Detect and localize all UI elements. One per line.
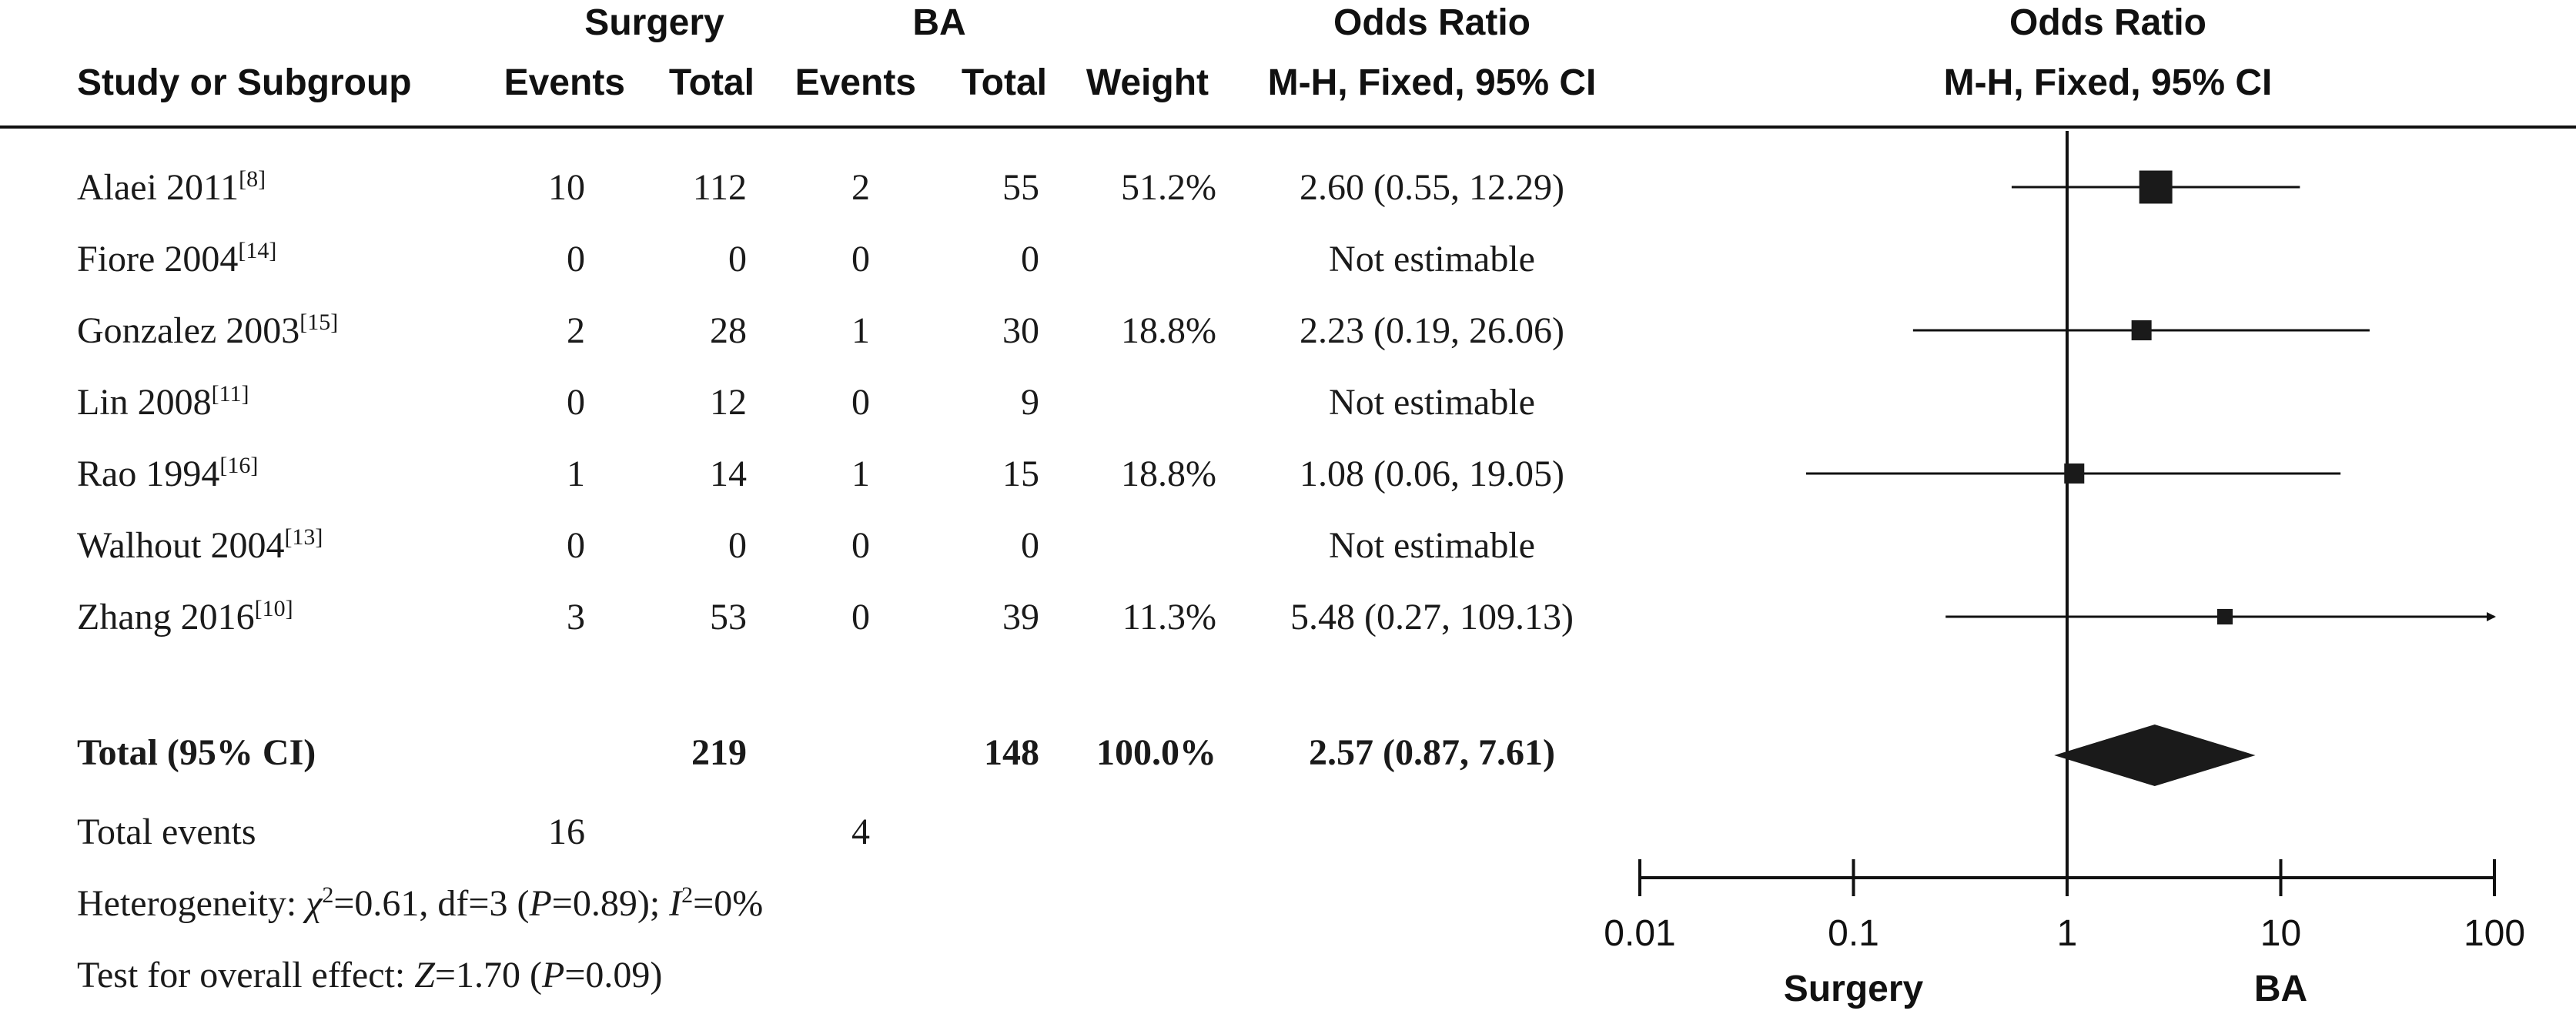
total2-cell: 39	[1002, 597, 1039, 638]
total2-cell: 15	[1002, 453, 1039, 494]
total2-sum: 148	[984, 732, 1039, 773]
study-column-header: Study or Subgroup	[77, 62, 412, 103]
ci-cell: Not estimable	[1329, 382, 1535, 423]
x-tick-label: 0.01	[1604, 913, 1675, 954]
study-name: Zhang 2016[10]	[77, 596, 293, 638]
favours-right-label: BA	[2254, 969, 2307, 1009]
header-rule	[0, 125, 2576, 129]
or-method-header: M-H, Fixed, 95% CI	[1267, 62, 1597, 103]
total-label: Total (95% CI)	[77, 732, 316, 773]
plot-method-header: M-H, Fixed, 95% CI	[1943, 62, 2273, 103]
events1-cell: 2	[567, 310, 585, 351]
total2-cell: 0	[1021, 525, 1039, 566]
events2-header: Events	[795, 62, 916, 103]
events2-cell: 0	[851, 525, 870, 566]
total1-sum: 219	[691, 732, 747, 773]
events1-cell: 3	[567, 597, 585, 638]
total1-header: Total	[668, 62, 754, 103]
events2-cell: 1	[851, 310, 870, 351]
heterogeneity-text: Heterogeneity: χ2=0.61, df=3 (P=0.89); I…	[77, 882, 764, 924]
total2-cell: 0	[1021, 239, 1039, 279]
x-tick-label: 10	[2260, 913, 2301, 954]
total-events1: 16	[548, 812, 585, 852]
plot-title: Odds Ratio	[2009, 2, 2206, 43]
total2-header: Total	[961, 62, 1047, 103]
total1-cell: 14	[710, 453, 747, 494]
total1-cell: 12	[710, 382, 747, 423]
x-tick-label: 0.1	[1828, 913, 1879, 954]
events1-cell: 0	[567, 382, 585, 423]
events1-cell: 0	[567, 525, 585, 566]
events2-cell: 2	[851, 167, 870, 208]
overall-effect-text: Test for overall effect: Z=1.70 (P=0.09)	[77, 955, 663, 996]
ci-cell: Not estimable	[1329, 239, 1535, 279]
weight-header: Weight	[1086, 62, 1209, 103]
events2-cell: 0	[851, 382, 870, 423]
events2-cell: 1	[851, 453, 870, 494]
study-name: Lin 2008[11]	[77, 381, 249, 423]
total1-cell: 28	[710, 310, 747, 351]
weight-cell: 18.8%	[1121, 310, 1216, 351]
study-name: Walhout 2004[13]	[77, 524, 323, 566]
events1-cell: 1	[567, 453, 585, 494]
events1-cell: 0	[567, 239, 585, 279]
events2-cell: 0	[851, 597, 870, 638]
total-events-label: Total events	[77, 812, 256, 852]
study-name: Gonzalez 2003[15]	[77, 310, 339, 351]
weight-square	[2216, 608, 2233, 625]
weight-square	[2064, 463, 2085, 484]
ci-cell: 5.48 (0.27, 109.13)	[1290, 597, 1574, 638]
pooled-diamond	[2054, 725, 2256, 786]
events1-cell: 10	[548, 167, 585, 208]
study-name: Fiore 2004[14]	[77, 238, 277, 279]
study-name: Alaei 2011[8]	[77, 166, 266, 208]
total2-cell: 30	[1002, 310, 1039, 351]
or-column-title: Odds Ratio	[1333, 2, 1531, 43]
total1-cell: 0	[728, 239, 747, 279]
weight-cell: 51.2%	[1121, 167, 1216, 208]
ci-cell: 1.08 (0.06, 19.05)	[1300, 453, 1564, 494]
total2-cell: 55	[1002, 167, 1039, 208]
total-events2: 4	[851, 812, 870, 852]
group1-header: Surgery	[584, 2, 724, 43]
x-tick-label: 1	[2057, 913, 2078, 954]
total-ci: 2.57 (0.87, 7.61)	[1309, 732, 1555, 773]
weight-cell: 18.8%	[1121, 453, 1216, 494]
ci-cell: 2.23 (0.19, 26.06)	[1300, 310, 1564, 351]
study-name: Rao 1994[16]	[77, 453, 259, 494]
x-tick-label: 100	[2464, 913, 2525, 954]
total2-cell: 9	[1021, 382, 1039, 423]
ci-cell: 2.60 (0.55, 12.29)	[1300, 167, 1564, 208]
events1-header: Events	[503, 62, 625, 103]
total-weight: 100.0%	[1096, 732, 1216, 773]
weight-square	[2131, 320, 2152, 341]
ci-cell: Not estimable	[1329, 525, 1535, 566]
weight-cell: 11.3%	[1122, 597, 1216, 638]
group2-header: BA	[912, 2, 966, 43]
total1-cell: 112	[692, 167, 747, 208]
favours-left-label: Surgery	[1784, 969, 1924, 1009]
weight-square	[2139, 170, 2173, 204]
total1-cell: 0	[728, 525, 747, 566]
total1-cell: 53	[710, 597, 747, 638]
events2-cell: 0	[851, 239, 870, 279]
